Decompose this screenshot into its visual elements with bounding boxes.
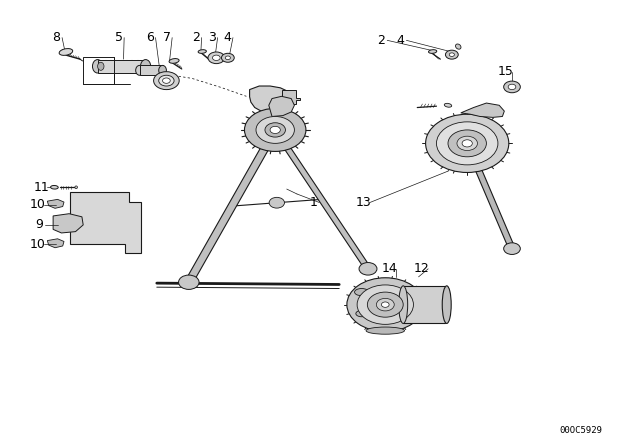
Polygon shape xyxy=(282,90,300,104)
Text: 12: 12 xyxy=(414,262,430,276)
Circle shape xyxy=(445,50,458,59)
Ellipse shape xyxy=(136,65,143,75)
Circle shape xyxy=(154,72,179,90)
Ellipse shape xyxy=(429,50,436,53)
Circle shape xyxy=(221,53,234,62)
Polygon shape xyxy=(185,129,279,283)
Circle shape xyxy=(244,108,306,151)
Text: 6: 6 xyxy=(146,31,154,44)
Ellipse shape xyxy=(97,62,104,70)
Text: 14: 14 xyxy=(381,262,397,276)
Circle shape xyxy=(426,114,509,172)
Ellipse shape xyxy=(51,185,58,189)
Text: 10: 10 xyxy=(30,198,46,211)
Polygon shape xyxy=(47,239,64,248)
Ellipse shape xyxy=(198,50,206,53)
Circle shape xyxy=(462,140,472,147)
Circle shape xyxy=(159,75,174,86)
Text: 9: 9 xyxy=(35,218,43,232)
Text: 15: 15 xyxy=(498,65,514,78)
Circle shape xyxy=(367,292,403,317)
Circle shape xyxy=(449,53,454,56)
Circle shape xyxy=(208,52,225,64)
Ellipse shape xyxy=(355,289,369,296)
Polygon shape xyxy=(464,143,515,249)
Bar xyxy=(140,65,163,75)
Text: 7: 7 xyxy=(163,31,170,44)
Circle shape xyxy=(163,78,170,83)
Circle shape xyxy=(457,136,477,151)
Bar xyxy=(97,60,145,73)
Bar xyxy=(83,57,114,84)
Text: 2: 2 xyxy=(378,34,385,47)
Circle shape xyxy=(508,84,516,90)
Ellipse shape xyxy=(444,103,452,107)
Text: 2: 2 xyxy=(192,31,200,44)
Ellipse shape xyxy=(75,186,77,189)
Text: 8: 8 xyxy=(52,31,61,44)
Ellipse shape xyxy=(356,310,367,317)
Ellipse shape xyxy=(442,286,451,323)
Ellipse shape xyxy=(92,60,102,73)
Circle shape xyxy=(504,243,520,254)
Polygon shape xyxy=(47,199,64,208)
Circle shape xyxy=(376,298,394,311)
Circle shape xyxy=(359,263,377,275)
Circle shape xyxy=(381,302,389,307)
Polygon shape xyxy=(70,192,141,253)
Circle shape xyxy=(357,285,413,324)
Text: 11: 11 xyxy=(33,181,49,194)
Text: 10: 10 xyxy=(30,237,46,251)
Ellipse shape xyxy=(169,59,179,63)
Text: 00OC5929: 00OC5929 xyxy=(559,426,603,435)
Polygon shape xyxy=(403,286,445,323)
Text: 3: 3 xyxy=(208,31,216,44)
Circle shape xyxy=(436,122,498,165)
Circle shape xyxy=(225,56,230,60)
Text: 1: 1 xyxy=(310,196,317,209)
Ellipse shape xyxy=(141,60,151,73)
Circle shape xyxy=(448,130,486,157)
Polygon shape xyxy=(250,86,293,113)
Polygon shape xyxy=(272,129,371,270)
Polygon shape xyxy=(269,96,294,116)
Circle shape xyxy=(265,123,285,137)
Text: 4: 4 xyxy=(397,34,404,47)
Circle shape xyxy=(212,55,220,60)
Text: 13: 13 xyxy=(356,196,372,209)
Text: 4: 4 xyxy=(223,31,231,44)
Ellipse shape xyxy=(59,48,73,56)
Ellipse shape xyxy=(366,327,404,334)
Ellipse shape xyxy=(456,44,461,49)
Ellipse shape xyxy=(159,65,166,75)
Polygon shape xyxy=(53,214,83,233)
Circle shape xyxy=(269,198,285,208)
Circle shape xyxy=(270,126,280,134)
Polygon shape xyxy=(461,103,504,117)
Circle shape xyxy=(179,275,199,289)
Text: 5: 5 xyxy=(115,31,123,44)
Circle shape xyxy=(256,116,294,143)
Circle shape xyxy=(347,278,424,332)
Circle shape xyxy=(504,81,520,93)
Ellipse shape xyxy=(399,286,408,323)
